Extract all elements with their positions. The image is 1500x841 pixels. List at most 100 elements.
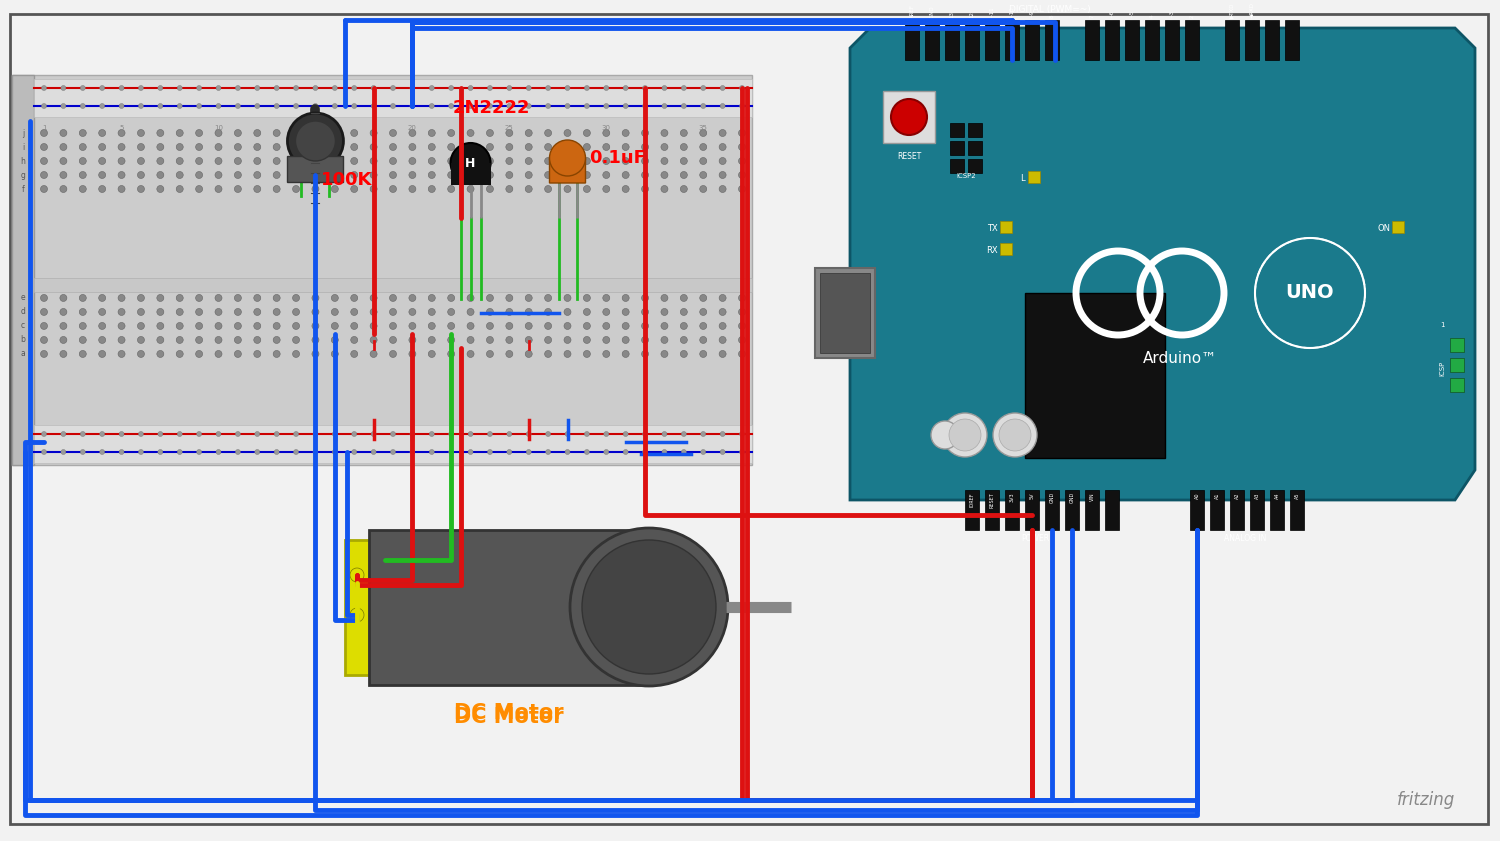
Circle shape [254, 144, 261, 151]
FancyBboxPatch shape [1046, 490, 1059, 530]
Text: GND: GND [1070, 492, 1074, 503]
FancyBboxPatch shape [945, 20, 958, 60]
FancyBboxPatch shape [950, 123, 964, 137]
Circle shape [662, 431, 668, 436]
Circle shape [604, 86, 609, 91]
Circle shape [99, 449, 105, 454]
Circle shape [681, 172, 687, 178]
Circle shape [544, 172, 552, 178]
Text: ICSP: ICSP [1438, 361, 1444, 376]
Circle shape [993, 413, 1036, 457]
Circle shape [447, 144, 454, 151]
Circle shape [390, 336, 396, 343]
Circle shape [158, 103, 164, 108]
Circle shape [350, 608, 364, 622]
Circle shape [390, 172, 396, 178]
Circle shape [507, 86, 512, 91]
Circle shape [312, 322, 320, 330]
Circle shape [370, 309, 376, 315]
Circle shape [448, 431, 453, 436]
Circle shape [333, 103, 338, 108]
Circle shape [486, 309, 494, 315]
Circle shape [60, 157, 68, 165]
Circle shape [566, 431, 570, 436]
Circle shape [138, 186, 144, 193]
Circle shape [603, 144, 610, 151]
FancyBboxPatch shape [968, 123, 982, 137]
FancyBboxPatch shape [986, 20, 999, 60]
Circle shape [176, 351, 183, 357]
Circle shape [525, 294, 532, 301]
Circle shape [622, 351, 628, 357]
Circle shape [564, 186, 572, 193]
Circle shape [544, 322, 552, 330]
Circle shape [681, 86, 687, 91]
Circle shape [564, 294, 572, 301]
Circle shape [466, 294, 474, 301]
Circle shape [740, 431, 744, 436]
Text: b: b [21, 336, 26, 345]
Circle shape [118, 294, 124, 301]
Text: TX: TX [987, 224, 998, 232]
Circle shape [351, 351, 357, 357]
Circle shape [118, 309, 124, 315]
Circle shape [584, 322, 591, 330]
Circle shape [506, 172, 513, 178]
Circle shape [564, 351, 572, 357]
Circle shape [390, 309, 396, 315]
Circle shape [466, 322, 474, 330]
Circle shape [546, 103, 550, 108]
Circle shape [138, 294, 144, 301]
Circle shape [681, 336, 687, 343]
Text: RESET: RESET [897, 152, 921, 161]
Text: ON: ON [1377, 224, 1390, 232]
Circle shape [699, 186, 706, 193]
Circle shape [234, 309, 242, 315]
Text: 1: 1 [42, 125, 46, 131]
Circle shape [214, 186, 222, 193]
Circle shape [662, 86, 668, 91]
Circle shape [738, 144, 746, 151]
Circle shape [158, 351, 164, 357]
Circle shape [177, 86, 182, 91]
Circle shape [720, 86, 724, 91]
Circle shape [273, 186, 280, 193]
Text: ~10: ~10 [1010, 7, 1014, 18]
Circle shape [584, 130, 591, 136]
Text: 1: 1 [1440, 322, 1444, 328]
Text: DIGITAL (PWM=~): DIGITAL (PWM=~) [1010, 5, 1090, 14]
Circle shape [584, 294, 591, 301]
Circle shape [506, 336, 513, 343]
Circle shape [254, 294, 261, 301]
Circle shape [62, 103, 66, 108]
Circle shape [312, 157, 320, 165]
Circle shape [622, 431, 628, 436]
FancyBboxPatch shape [34, 79, 752, 117]
Circle shape [429, 351, 435, 357]
Circle shape [390, 449, 396, 454]
Circle shape [506, 144, 513, 151]
Circle shape [525, 130, 532, 136]
Circle shape [292, 294, 300, 301]
Circle shape [718, 351, 726, 357]
Circle shape [292, 186, 300, 193]
Circle shape [662, 144, 668, 151]
Circle shape [622, 172, 628, 178]
Circle shape [314, 103, 318, 108]
Circle shape [718, 172, 726, 178]
Circle shape [718, 186, 726, 193]
Circle shape [118, 144, 124, 151]
Circle shape [525, 144, 532, 151]
Circle shape [274, 103, 279, 108]
Circle shape [642, 351, 648, 357]
Circle shape [506, 186, 513, 193]
Text: 10: 10 [214, 125, 223, 131]
FancyBboxPatch shape [1000, 243, 1012, 255]
Circle shape [351, 294, 357, 301]
Circle shape [410, 103, 416, 108]
Circle shape [312, 172, 320, 178]
Circle shape [332, 309, 339, 315]
Circle shape [429, 103, 435, 108]
Circle shape [546, 86, 550, 91]
Circle shape [622, 336, 628, 343]
